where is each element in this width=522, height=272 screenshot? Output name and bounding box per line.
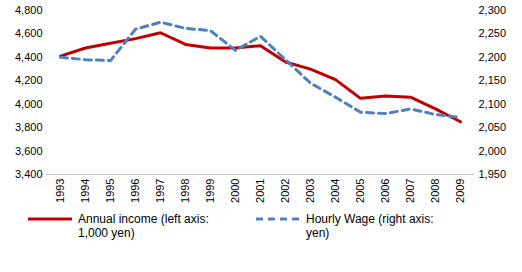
html-text:Hourly Wage (right axis: yen): Hourly Wage (right axis: yen) [306, 212, 434, 240]
svg-text:2006: 2006 [379, 179, 391, 203]
svg-text:2,200: 2,200 [479, 51, 507, 63]
svg-text:1996: 1996 [129, 179, 141, 203]
html-text:Annual income (left axis: 1,00: Annual income (left axis: 1,000 yen) [78, 212, 209, 240]
svg-text:2,300: 2,300 [479, 4, 507, 16]
svg-text:2002: 2002 [279, 179, 291, 203]
svg-text:1994: 1994 [79, 179, 91, 203]
svg-text:2005: 2005 [354, 179, 366, 203]
svg-text:2,100: 2,100 [479, 98, 507, 110]
svg-text:2009: 2009 [454, 179, 466, 203]
svg-text:1995: 1995 [104, 179, 116, 203]
svg-text:2,000: 2,000 [479, 145, 507, 157]
svg-text:1997: 1997 [154, 179, 166, 203]
svg-text:2000: 2000 [229, 179, 241, 203]
svg-text:3,800: 3,800 [15, 121, 43, 133]
svg-text:2001: 2001 [254, 179, 266, 203]
svg-text:1,950: 1,950 [479, 168, 507, 180]
svg-text:2007: 2007 [404, 179, 416, 203]
svg-text:4,000: 4,000 [15, 98, 43, 110]
svg-text:4,400: 4,400 [15, 51, 43, 63]
svg-text:2004: 2004 [329, 179, 341, 203]
svg-text:4,800: 4,800 [15, 4, 43, 16]
svg-text:2,250: 2,250 [479, 27, 507, 39]
svg-text:2003: 2003 [304, 179, 316, 203]
svg-text:1998: 1998 [179, 179, 191, 203]
svg-text:4,200: 4,200 [15, 74, 43, 86]
svg-text:4,600: 4,600 [15, 27, 43, 39]
svg-text:1999: 1999 [204, 179, 216, 203]
svg-text:2,150: 2,150 [479, 74, 507, 86]
svg-text:3,400: 3,400 [15, 168, 43, 180]
svg-text:2008: 2008 [429, 179, 441, 203]
svg-text:1993: 1993 [54, 179, 66, 203]
svg-text:2,050: 2,050 [479, 121, 507, 133]
svg-text:3,600: 3,600 [15, 145, 43, 157]
